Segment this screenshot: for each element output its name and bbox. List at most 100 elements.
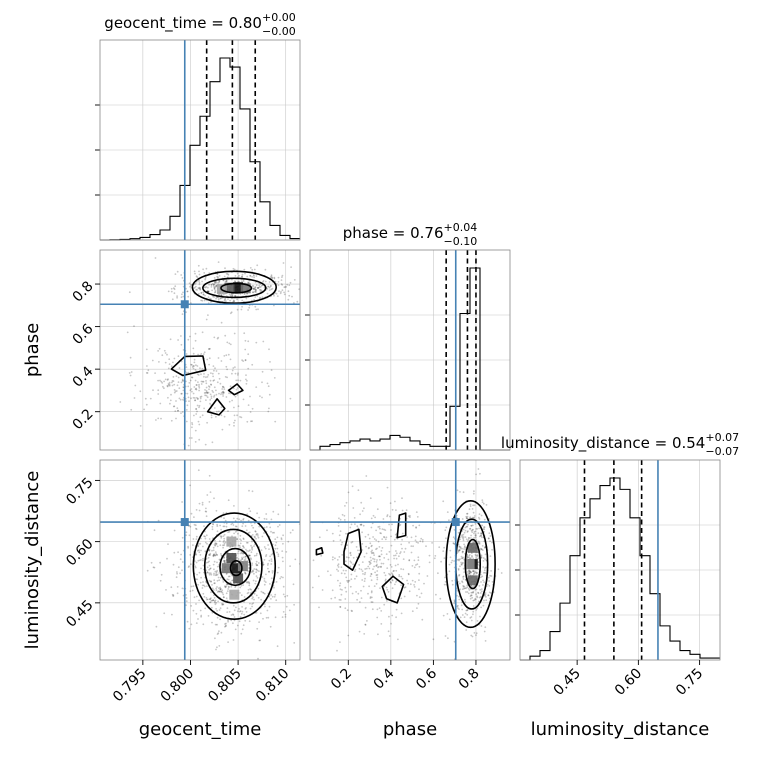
scatter-point-phase-vs-luminosity_distance-1-432 (431, 542, 433, 544)
scatter-point-geocent_time-vs-phase-1-272 (185, 353, 188, 355)
scatter-point-geocent_time-vs-phase-1-67 (240, 416, 243, 419)
scatter-point-geocent_time-vs-luminosity_distance-0-554 (241, 525, 244, 527)
scatter-point-geocent_time-vs-phase-1-54 (195, 384, 198, 386)
scatter-point-geocent_time-vs-luminosity_distance-0-426 (219, 607, 222, 610)
ytick-label-phase-3: 0.8 (70, 278, 97, 305)
contour-geocent_time-vs-luminosity_distance-2 (219, 547, 252, 587)
scatter-point-geocent_time-vs-phase-1-151 (210, 416, 213, 419)
scatter-point-geocent_time-vs-luminosity_distance-0-651 (213, 579, 216, 582)
scatter-point-phase-vs-luminosity_distance-1-359 (339, 599, 342, 601)
scatter-point-geocent_time-vs-luminosity_distance-0-824 (277, 555, 280, 558)
scatter-point-phase-vs-luminosity_distance-0-347 (463, 531, 466, 534)
scatter-point-geocent_time-vs-luminosity_distance-0-268 (230, 585, 233, 588)
scatter-point-phase-vs-luminosity_distance-1-222 (350, 554, 352, 557)
scatter-point-geocent_time-vs-luminosity_distance-0-166 (271, 570, 274, 572)
scatter-point-phase-vs-luminosity_distance-1-127 (379, 532, 382, 534)
scatter-point-geocent_time-vs-luminosity_distance-0-568 (218, 558, 221, 561)
scatter-point-geocent_time-vs-luminosity_distance-0-336 (264, 581, 267, 583)
scatter-point-phase-vs-luminosity_distance-1-339 (388, 635, 391, 637)
scatter-point-phase-vs-luminosity_distance-0-310 (472, 570, 475, 572)
scatter-point-phase-vs-luminosity_distance-1-236 (330, 597, 333, 600)
scatter-point-phase-vs-luminosity_distance-0-378 (481, 549, 484, 551)
scatter-point-phase-vs-luminosity_distance-0-324 (459, 616, 462, 619)
scatter-point-geocent_time-vs-luminosity_distance-0-520 (252, 602, 255, 605)
scatter-point-phase-vs-luminosity_distance-1-306 (347, 581, 349, 584)
scatter-point-geocent_time-vs-luminosity_distance-0-339 (202, 592, 205, 595)
scatter-point-phase-vs-luminosity_distance-1-445 (393, 554, 395, 557)
scatter-point-phase-vs-luminosity_distance-0-287 (474, 523, 477, 525)
scatter-point-geocent_time-vs-phase-0-447 (231, 278, 233, 281)
scatter-point-geocent_time-vs-luminosity_distance-0-458 (233, 616, 236, 618)
scatter-point-geocent_time-vs-luminosity_distance-0-903 (208, 568, 211, 571)
scatter-point-geocent_time-vs-phase-1-341 (173, 391, 176, 394)
scatter-point-phase-vs-luminosity_distance-0-230 (462, 576, 464, 578)
scatter-point-phase-vs-luminosity_distance-0-345 (478, 541, 481, 544)
scatter-point-geocent_time-vs-luminosity_distance-0-587 (228, 575, 231, 578)
scatter-point-phase-vs-luminosity_distance-1-105 (339, 518, 342, 521)
scatter-point-phase-vs-luminosity_distance-1-161 (386, 514, 389, 516)
scatter-point-phase-vs-luminosity_distance-0-14 (473, 531, 476, 533)
scatter-point-geocent_time-vs-luminosity_distance-0-493 (249, 602, 251, 605)
scatter-point-geocent_time-vs-phase-0-378 (181, 277, 184, 279)
scatter-point-geocent_time-vs-luminosity_distance-0-808 (260, 598, 262, 601)
scatter-point-phase-vs-luminosity_distance-0-556 (469, 503, 472, 506)
scatter-point-phase-vs-luminosity_distance-1-202 (349, 560, 352, 563)
scatter-point-geocent_time-vs-phase-0-25 (253, 298, 256, 301)
scatter-point-geocent_time-vs-luminosity_distance-0-751 (213, 601, 216, 604)
scatter-point-geocent_time-vs-phase-1-146 (157, 389, 160, 392)
scatter-point-geocent_time-vs-phase-1-118 (199, 416, 202, 418)
scatter-point-geocent_time-vs-luminosity_distance-0-13 (269, 555, 271, 558)
scatter-point-phase-vs-luminosity_distance-1-39 (387, 591, 390, 593)
scatter-point-geocent_time-vs-phase-1-398 (261, 381, 263, 384)
scatter-point-phase-vs-luminosity_distance-0-191 (476, 607, 479, 610)
scatter-point-phase-vs-luminosity_distance-1-229 (416, 563, 419, 566)
scatter-point-geocent_time-vs-luminosity_distance-0-212 (215, 553, 218, 555)
scatter-point-phase-vs-luminosity_distance-1-82 (395, 616, 397, 619)
scatter-point-phase-vs-luminosity_distance-1-251 (388, 515, 391, 518)
scatter-point-phase-vs-luminosity_distance-0-292 (458, 598, 461, 601)
scatter-point-geocent_time-vs-phase-1-102 (180, 343, 183, 346)
scatter-point-geocent_time-vs-luminosity_distance-0-444 (242, 522, 245, 525)
scatter-point-phase-vs-luminosity_distance-1-205 (421, 540, 424, 543)
scatter-point-phase-vs-luminosity_distance-0-157 (469, 597, 472, 600)
scatter-point-geocent_time-vs-luminosity_distance-0-570 (244, 607, 247, 610)
contour-phase-vs-luminosity_distance-6 (315, 546, 324, 556)
scatter-point-phase-vs-luminosity_distance-1-248 (390, 581, 392, 584)
title-geocent_time: geocent_time = 0.80+0.00 −0.00 (104, 11, 295, 38)
scatter-point-phase-vs-luminosity_distance-0-533 (465, 621, 468, 624)
scatter-point-phase-vs-luminosity_distance-1-307 (375, 561, 378, 563)
density-cell-geocent_time-vs-phase-2 (240, 283, 251, 294)
scatter-point-geocent_time-vs-luminosity_distance-0-941 (269, 583, 271, 585)
scatter-point-phase-vs-luminosity_distance-1-305 (413, 559, 416, 562)
scatter-point-geocent_time-vs-luminosity_distance-0-113 (284, 613, 287, 616)
scatter-point-geocent_time-vs-luminosity_distance-0-112 (205, 597, 208, 599)
scatter-point-geocent_time-vs-phase-1-75 (157, 379, 160, 382)
scatter-point-phase-vs-luminosity_distance-0-58 (462, 567, 465, 570)
scatter-point-geocent_time-vs-phase-0-132 (236, 298, 239, 301)
scatter-point-geocent_time-vs-luminosity_distance-0-361 (222, 546, 225, 549)
scatter-point-geocent_time-vs-phase-1-230 (236, 387, 239, 389)
scatter-point-geocent_time-vs-luminosity_distance-0-323 (253, 554, 256, 557)
scatter-point-geocent_time-vs-luminosity_distance-0-686 (285, 605, 288, 608)
scatter-point-phase-vs-luminosity_distance-1-275 (395, 552, 398, 555)
scatter-point-phase-vs-luminosity_distance-0-374 (488, 597, 491, 600)
scatter-point-phase-vs-luminosity_distance-1-109 (413, 584, 415, 586)
scatter-point-phase-vs-luminosity_distance-1-33 (362, 573, 364, 575)
hist-phase-frame (309, 249, 511, 451)
xtick-label-phase-3: 0.8 (456, 666, 483, 693)
scatter-point-geocent_time-vs-luminosity_distance-0-844 (197, 469, 200, 472)
scatter-point-phase-vs-luminosity_distance-1-43 (351, 541, 354, 543)
scatter-point-phase-vs-luminosity_distance-1-421 (426, 575, 429, 577)
scatter-point-geocent_time-vs-phase-0-98 (284, 286, 287, 288)
scatter-point-geocent_time-vs-luminosity_distance-0-764 (292, 583, 295, 586)
scatter-point-phase-vs-luminosity_distance-0-599 (484, 640, 487, 642)
scatter-point-geocent_time-vs-luminosity_distance-0-90 (194, 566, 197, 569)
scatter-point-geocent_time-vs-phase-1-52 (173, 389, 176, 391)
scatter-point-geocent_time-vs-luminosity_distance-0-734 (235, 606, 237, 609)
scatter-point-geocent_time-vs-phase-1-59 (190, 363, 193, 366)
xtick-label-phase-1: 0.4 (371, 665, 398, 692)
scatter-point-phase-vs-luminosity_distance-1-409 (337, 579, 339, 582)
scatter-point-geocent_time-vs-luminosity_distance-0-765 (219, 618, 222, 621)
scatter-point-geocent_time-vs-phase-1-279 (191, 376, 194, 379)
scatter-point-geocent_time-vs-luminosity_distance-0-670 (212, 523, 215, 526)
